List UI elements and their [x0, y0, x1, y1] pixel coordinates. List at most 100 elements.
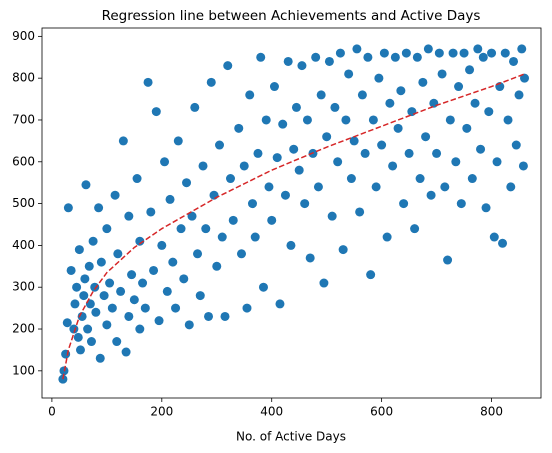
point [517, 44, 527, 54]
point [385, 98, 395, 108]
point [484, 107, 494, 117]
point [349, 136, 359, 146]
point [107, 303, 117, 313]
point [234, 123, 244, 133]
point [289, 144, 299, 154]
point [209, 190, 219, 200]
point [206, 77, 216, 87]
point [124, 211, 134, 221]
point [404, 148, 414, 158]
point [410, 224, 420, 234]
point [110, 190, 120, 200]
point [421, 132, 431, 142]
point [418, 77, 428, 87]
point [374, 73, 384, 83]
point [511, 140, 521, 150]
point [297, 61, 307, 71]
point [121, 347, 131, 357]
point [162, 286, 172, 296]
point [443, 255, 453, 265]
point [94, 203, 104, 213]
point [432, 148, 442, 158]
point [135, 236, 145, 246]
point [258, 282, 268, 292]
point [382, 232, 392, 242]
point [154, 316, 164, 326]
point [179, 274, 189, 284]
point [190, 102, 200, 112]
point [445, 115, 455, 125]
point [75, 345, 85, 355]
point [481, 203, 491, 213]
point [305, 253, 315, 263]
point [160, 157, 170, 167]
point [239, 161, 249, 171]
point [426, 190, 436, 200]
point [401, 48, 411, 58]
point [302, 115, 312, 125]
point [96, 257, 106, 267]
point [278, 119, 288, 129]
point [393, 123, 403, 133]
point [487, 48, 497, 58]
point [344, 69, 354, 79]
point [102, 320, 112, 330]
point [83, 324, 93, 334]
x-tick-label: 600 [370, 405, 393, 419]
point [286, 240, 296, 250]
point [327, 211, 337, 221]
regression-line [62, 73, 525, 380]
point [448, 48, 458, 58]
point [184, 320, 194, 330]
point [264, 182, 274, 192]
point [360, 148, 370, 158]
point [182, 178, 192, 188]
y-tick-label: 200 [12, 322, 35, 336]
point [138, 278, 148, 288]
point [346, 174, 356, 184]
point [84, 261, 94, 271]
point [74, 245, 84, 255]
x-tick-label: 200 [150, 405, 173, 419]
point [478, 52, 488, 62]
point [518, 161, 528, 171]
point [129, 295, 139, 305]
point [91, 307, 101, 317]
point [168, 257, 178, 267]
point [236, 249, 246, 259]
point [124, 311, 134, 321]
point [520, 73, 530, 83]
point [454, 82, 464, 92]
point [62, 318, 72, 328]
point [127, 270, 137, 280]
point [379, 48, 389, 58]
point [165, 194, 175, 204]
point [456, 199, 466, 209]
point [467, 174, 477, 184]
point [396, 86, 406, 96]
point [390, 52, 400, 62]
point [215, 140, 225, 150]
point [223, 61, 233, 71]
point [437, 69, 447, 79]
point [429, 98, 439, 108]
point [242, 303, 252, 313]
point [473, 44, 483, 54]
point [498, 238, 508, 248]
point [102, 224, 112, 234]
plot-frame [41, 27, 542, 399]
point [99, 291, 109, 301]
point [313, 182, 323, 192]
point [173, 136, 183, 146]
point [377, 140, 387, 150]
point [492, 157, 502, 167]
point [459, 48, 469, 58]
point [470, 98, 480, 108]
point [201, 224, 211, 234]
point [283, 56, 293, 66]
x-tick-label: 400 [260, 405, 283, 419]
point [294, 165, 304, 175]
point [399, 199, 409, 209]
y-tick-label: 500 [12, 196, 35, 210]
